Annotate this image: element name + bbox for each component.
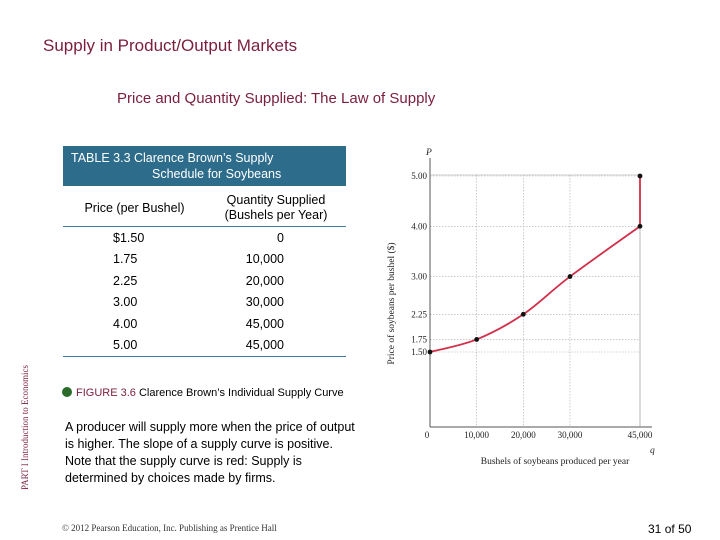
y-tick-label: 4.00 (411, 221, 427, 231)
y-tick-label: 5.00 (411, 171, 427, 181)
quantity-cell: 0 (277, 230, 284, 245)
page-current: 31 (648, 522, 662, 536)
y-tick-label: 1.50 (411, 347, 427, 357)
copyright-notice: © 2012 Pearson Education, Inc. Publishin… (62, 523, 277, 533)
quantity-cell: 45,000 (245, 316, 284, 331)
price-cell: 4.00 (113, 316, 138, 331)
chart-curve-layer (429, 176, 641, 353)
quantity-cell: 10,000 (245, 252, 284, 267)
table-header-row: Price (per Bushel) Quantity Supplied (Bu… (63, 190, 346, 227)
x-tick-label: 0 (425, 430, 430, 440)
data-point (637, 173, 643, 179)
table-row: 5.00 45,000 (63, 334, 346, 357)
table-row: $1.50 0 (63, 227, 346, 249)
quantity-cell: 30,000 (245, 295, 284, 310)
data-point (637, 223, 643, 229)
figure-caption: FIGURE 3.6 Clarence Brown’s Individual S… (62, 386, 362, 400)
y-axis-title: Price of soybeans per bushel ($) (386, 242, 397, 364)
table-caption-line1: TABLE 3.3 Clarence Brown’s Supply (71, 151, 274, 165)
data-point (427, 349, 433, 355)
y-tick-label: 1.75 (411, 334, 427, 344)
header-quantity-line2: (Bushels per Year) (224, 208, 328, 222)
data-point (474, 337, 480, 342)
page-of: of (664, 522, 675, 536)
header-price: Price (per Bushel) (63, 190, 206, 227)
chart-points (427, 173, 643, 355)
chart-grid (430, 175, 641, 427)
x-tick-label: 10,000 (464, 430, 489, 440)
price-cell: 2.25 (113, 273, 138, 288)
page-number: 31 of 50 (648, 522, 691, 536)
price-cell: 3.00 (113, 295, 138, 310)
quantity-cell: 45,000 (206, 334, 346, 357)
figure-number: FIGURE 3.6 (76, 387, 136, 399)
data-point (567, 274, 573, 279)
description-line1: A producer will supply more when the pri… (65, 420, 355, 451)
figure-title: Clarence Brown’s Individual Supply Curve (138, 387, 344, 399)
description-line2: Note that the supply curve is red: Suppl… (65, 454, 302, 485)
y-tick-label: 2.25 (411, 309, 427, 319)
table-caption-line2: Schedule for Soybeans (152, 167, 282, 181)
chart-tick-labels: 1.50 1.75 2.25 3.00 4.00 5.00 0 10,000 20,000 30,… (411, 171, 653, 440)
table-caption: TABLE 3.3 Clarence Brown’s Supply Schedu… (63, 146, 346, 186)
supply-schedule-table: Price (per Bushel) Quantity Supplied (Bu… (63, 190, 346, 357)
quantity-cell: 20,000 (245, 273, 284, 288)
figure-bullet-icon (62, 387, 72, 397)
table-row: 3.00 30,000 (63, 292, 346, 314)
page-total: 50 (678, 522, 692, 536)
y-axis-letter: P (425, 148, 432, 158)
x-axis-letter: q (650, 446, 655, 456)
side-part-label: PART I Introduction to Economics (20, 365, 30, 490)
data-point (520, 311, 526, 317)
price-cell: 5.00 (63, 334, 206, 357)
table-row: 2.25 20,000 (63, 270, 346, 292)
figure-description: A producer will supply more when the pri… (65, 419, 365, 487)
header-quantity: Quantity Supplied (Bushels per Year) (206, 190, 346, 227)
supply-curve-chart: 1.50 1.75 2.25 3.00 4.00 5.00 0 10,000 20,000 30,… (386, 148, 655, 467)
price-cell: $1.50 (113, 230, 145, 245)
slide-title: Supply in Product/Output Markets (43, 36, 298, 55)
x-tick-label: 30,000 (558, 430, 583, 440)
x-axis-title: Bushels of soybeans produced per year (481, 456, 630, 467)
table-row: 1.75 10,000 (63, 249, 346, 271)
y-tick-label: 3.00 (411, 272, 427, 282)
x-tick-label: 45,000 (628, 430, 653, 440)
price-cell: 1.75 (113, 252, 138, 267)
header-quantity-line1: Quantity Supplied (226, 193, 326, 207)
slide-subtitle: Price and Quantity Supplied: The Law of … (117, 90, 436, 107)
table-row: 4.00 45,000 (63, 313, 346, 335)
x-tick-label: 20,000 (511, 430, 536, 440)
chart-axes (429, 158, 652, 428)
supply-curve (429, 176, 641, 353)
